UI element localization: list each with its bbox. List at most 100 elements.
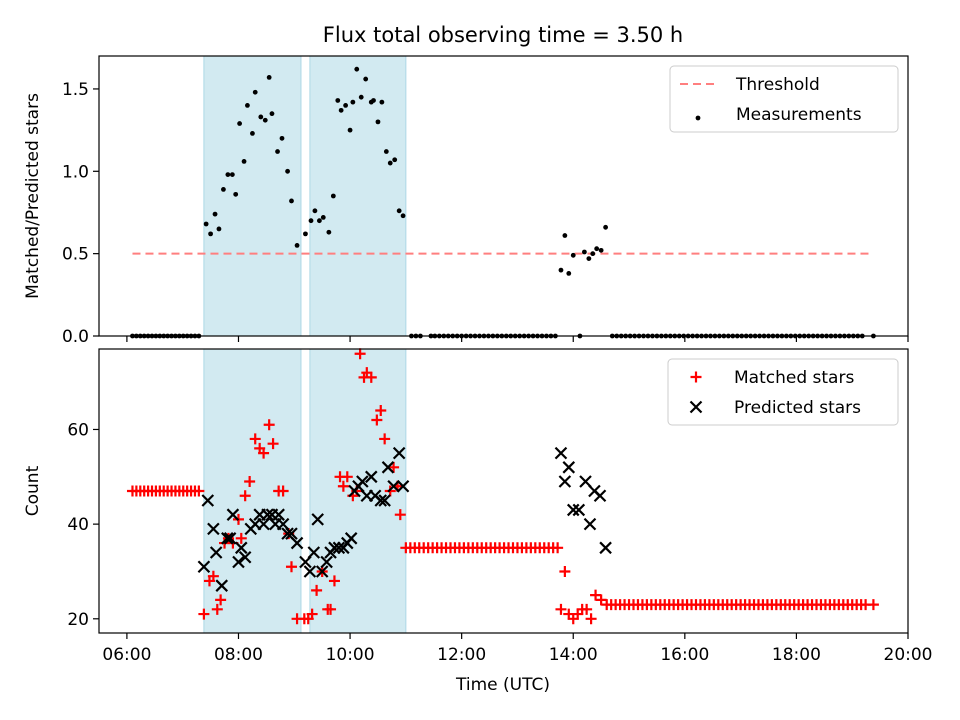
- data-point: [252, 89, 258, 95]
- data-point: [383, 149, 389, 154]
- legend-label: Matched stars: [734, 368, 854, 388]
- legend-label: Predicted stars: [734, 398, 861, 418]
- data-point: [303, 565, 317, 578]
- data-point: [552, 542, 564, 554]
- data-point: [354, 66, 360, 72]
- data-point: [583, 517, 597, 531]
- data-point: [590, 251, 596, 257]
- data-point: [562, 461, 576, 474]
- data-point: [330, 193, 336, 199]
- data-point: [315, 565, 329, 578]
- data-point: [570, 252, 576, 258]
- legend-handle: [690, 371, 702, 383]
- data-point: [277, 485, 289, 497]
- data-point: [388, 461, 400, 473]
- y-tick-label: 20: [67, 610, 89, 630]
- data-point: [335, 98, 341, 103]
- data-point: [332, 541, 346, 555]
- data-point: [221, 532, 234, 545]
- data-point: [261, 508, 274, 521]
- y-axis-label: Matched/Predicted stars: [23, 93, 43, 299]
- data-point: [593, 489, 607, 503]
- y-tick-label: 40: [67, 515, 89, 535]
- legend-label: Measurements: [736, 105, 862, 125]
- legend-handle: [695, 115, 701, 121]
- data-point: [344, 532, 358, 545]
- legend: Threshold Measurements: [669, 65, 899, 133]
- chart-title: Flux total observing time = 3.50 h: [323, 23, 683, 47]
- data-point: [585, 613, 597, 625]
- data-point: [207, 522, 220, 536]
- x-axis-label: Time (UTC): [455, 675, 550, 695]
- data-point: [396, 479, 410, 493]
- data-point: [358, 94, 364, 100]
- data-point: [387, 479, 400, 493]
- data-point: [235, 532, 247, 544]
- data-point: [392, 157, 398, 163]
- data-point: [223, 532, 237, 545]
- data-point: [303, 231, 308, 237]
- data-point: [590, 589, 602, 601]
- x-tick-label: 10:00: [326, 645, 375, 665]
- data-point: [239, 490, 251, 502]
- x-tick-label: 12:00: [437, 645, 486, 665]
- data-point: [400, 213, 406, 219]
- legend-label: Threshold: [735, 75, 820, 95]
- x-tick-label: 14:00: [549, 645, 598, 665]
- data-point: [354, 348, 366, 360]
- data-point: [285, 561, 297, 573]
- data-point: [245, 103, 250, 108]
- data-point: [554, 446, 568, 460]
- axes-frame: [98, 348, 909, 634]
- data-point: [285, 527, 298, 540]
- panel-bottom-count: 20 40 60 06:00 08:00 10:00 12:00 14:00 16:00 18:0…: [23, 348, 933, 665]
- data-point: [201, 494, 215, 507]
- data-point: [198, 608, 210, 620]
- data-point: [225, 172, 231, 177]
- data-point: [572, 503, 586, 517]
- data-point: [209, 546, 223, 559]
- data-point: [258, 114, 264, 120]
- data-point: [269, 111, 275, 117]
- data-point: [350, 99, 356, 105]
- data-point: [379, 433, 391, 445]
- data-point: [232, 555, 245, 569]
- data-point: [595, 594, 607, 606]
- data-point: [371, 414, 383, 426]
- legend: Matched stars Predicted stars: [667, 358, 899, 426]
- data-point: [197, 560, 211, 574]
- legend-handle: [689, 400, 703, 414]
- data-point: [289, 198, 294, 204]
- data-point: [579, 475, 592, 488]
- data-point: [320, 215, 326, 220]
- data-point: [394, 509, 406, 521]
- data-point: [559, 565, 571, 577]
- data-point: [211, 603, 223, 615]
- y-axis-label: Count: [23, 465, 43, 516]
- data-point: [312, 208, 318, 214]
- data-point: [338, 107, 344, 113]
- data-point: [266, 75, 272, 80]
- data-point: [279, 135, 285, 141]
- data-point: [356, 475, 369, 488]
- data-point: [238, 550, 252, 564]
- data-point: [250, 131, 255, 136]
- data-point: [392, 446, 406, 460]
- data-point: [237, 121, 242, 126]
- x-tick-label: 08:00: [214, 645, 263, 665]
- data-point: [381, 461, 395, 474]
- y-tick-label: 0.5: [62, 245, 89, 265]
- legend-frame: [667, 358, 899, 426]
- data-point: [581, 603, 593, 615]
- data-point: [234, 541, 248, 555]
- data-point: [216, 226, 222, 232]
- data-point: [285, 168, 290, 174]
- data-point: [365, 371, 377, 383]
- y-tick-label: 60: [67, 420, 89, 440]
- data-point: [603, 224, 609, 230]
- data-point: [249, 433, 261, 445]
- data-point: [363, 76, 369, 82]
- data-point: [241, 159, 247, 164]
- data-point: [343, 103, 349, 108]
- data-point: [207, 570, 219, 582]
